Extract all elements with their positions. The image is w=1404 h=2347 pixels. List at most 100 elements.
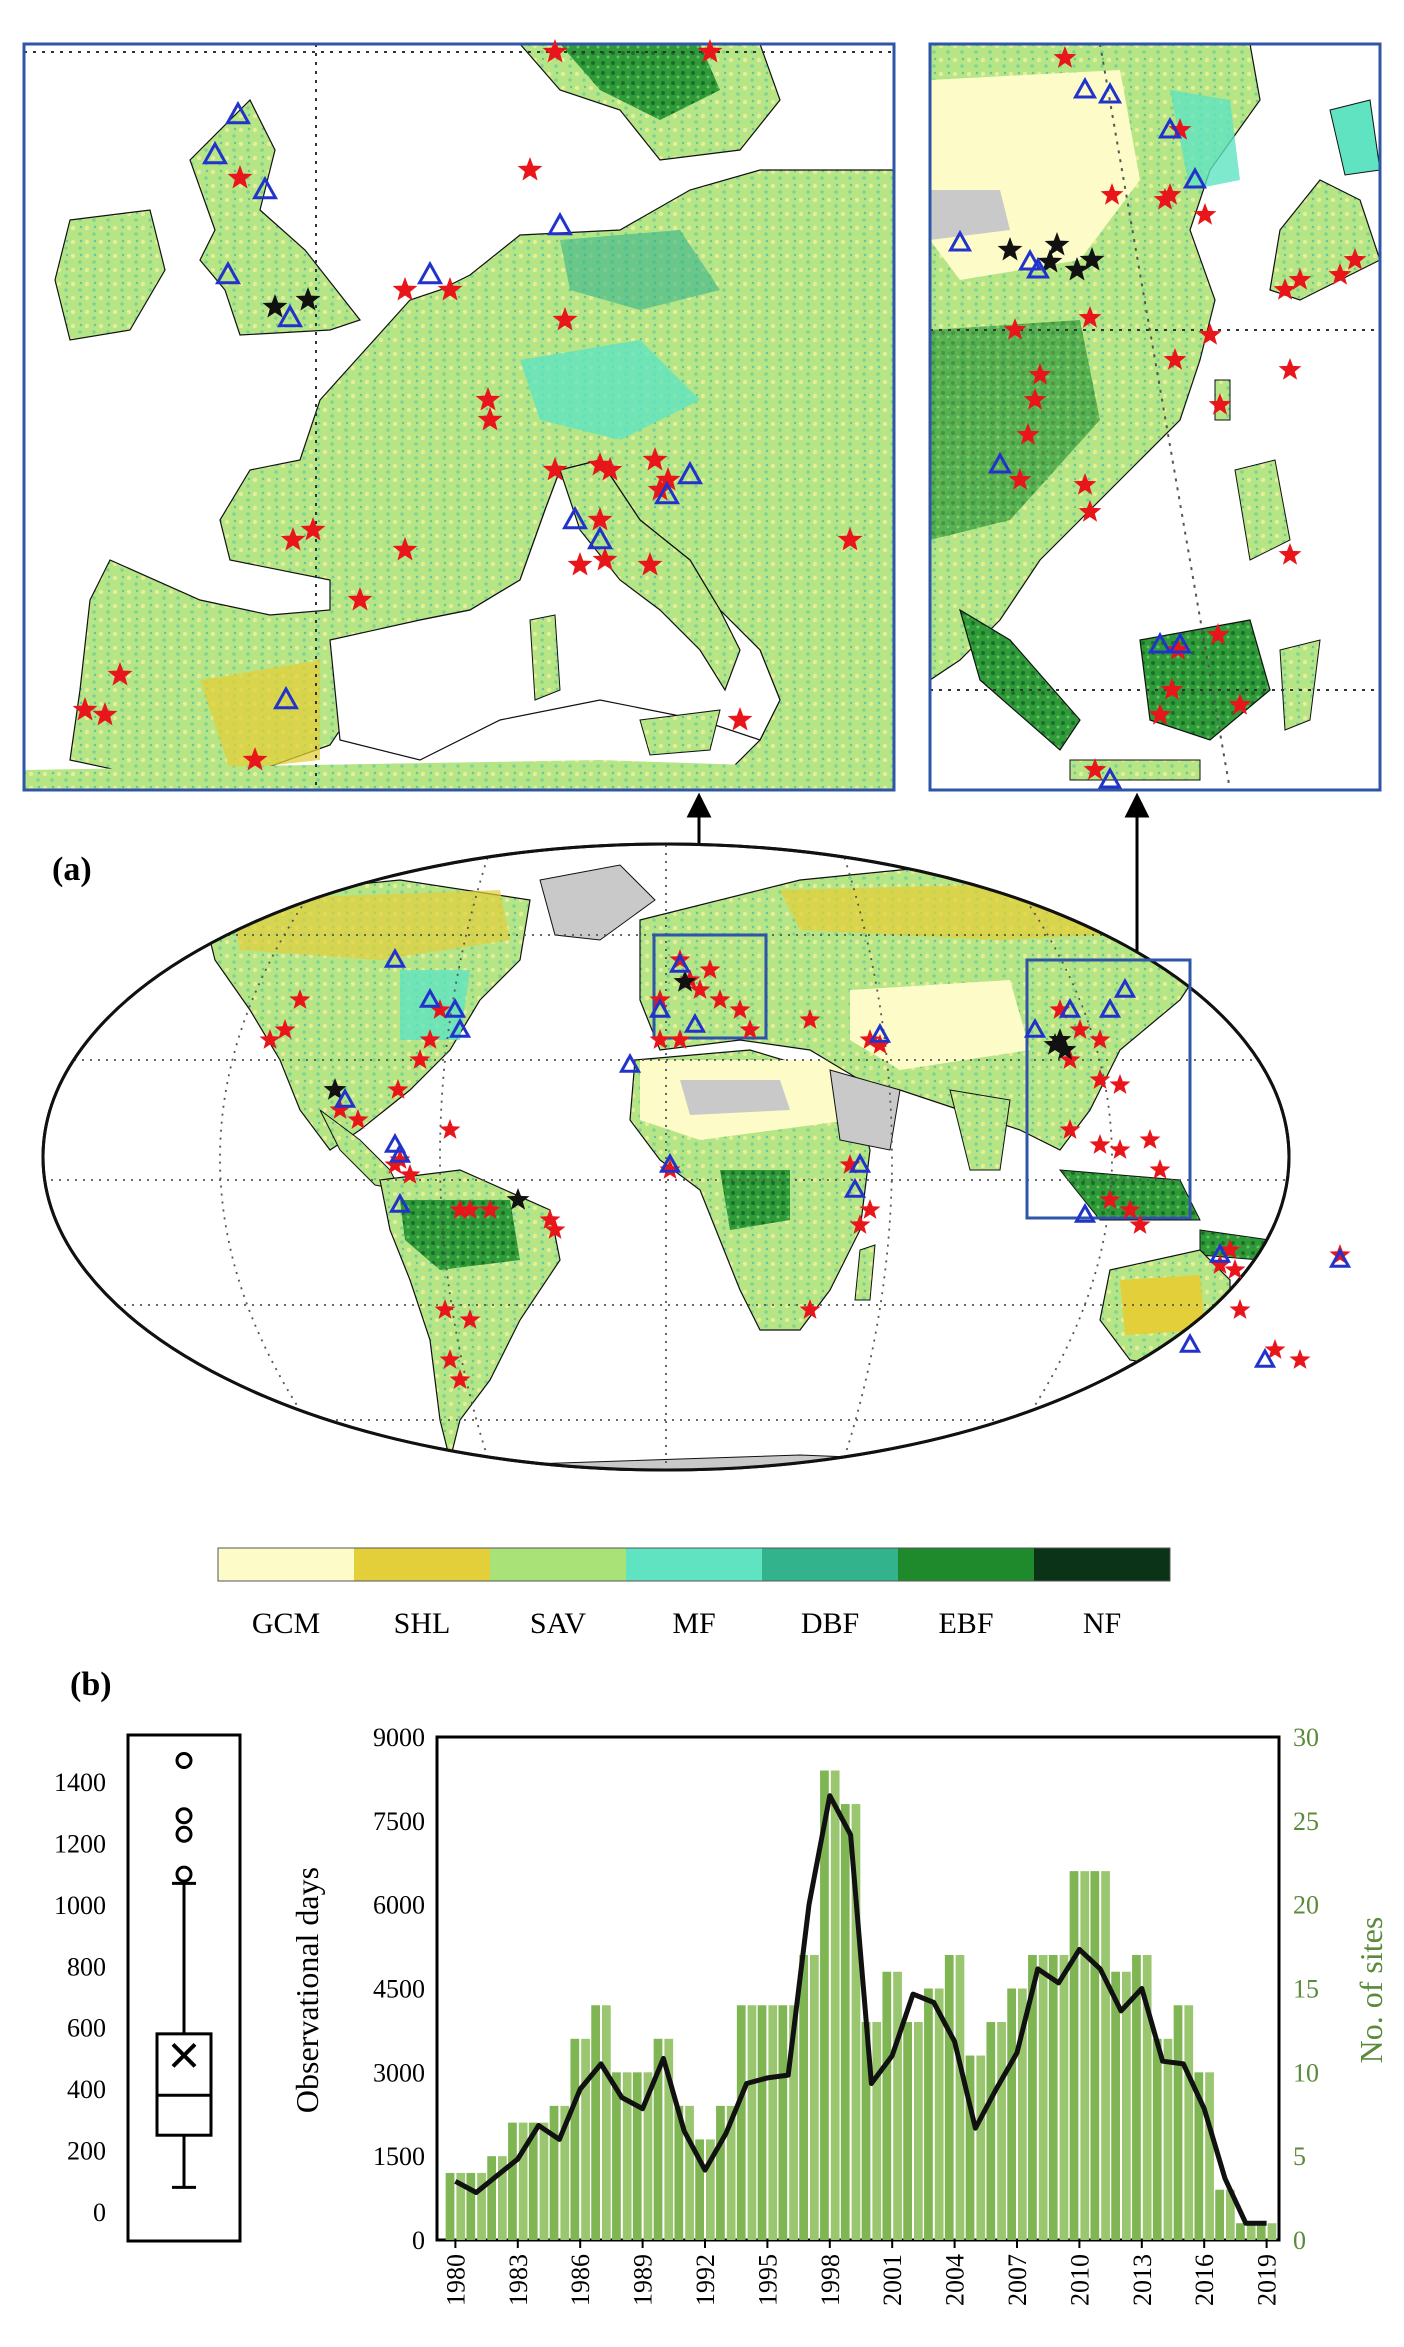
red-star-marker bbox=[1089, 1134, 1111, 1154]
boxplot-tick-label: 800 bbox=[67, 1952, 106, 1981]
boxplot-tick-label: 0 bbox=[93, 2198, 106, 2227]
sites-bar bbox=[1246, 2223, 1256, 2240]
blue-triangle-marker bbox=[676, 460, 704, 485]
y-tick-label: 7500 bbox=[373, 1807, 425, 1836]
boxplot-outlier bbox=[175, 1865, 193, 1883]
y-tick-label: 1500 bbox=[373, 2142, 425, 2171]
red-star-marker bbox=[1139, 1129, 1161, 1149]
ireland bbox=[54, 209, 166, 341]
north-africa-strip bbox=[24, 760, 894, 790]
red-star-marker bbox=[729, 999, 751, 1019]
sites-bar bbox=[903, 2022, 912, 2240]
red-star-marker bbox=[517, 157, 543, 181]
asia-inset bbox=[930, 44, 1380, 790]
red-star-marker bbox=[399, 1164, 421, 1184]
blue-triangle-marker bbox=[658, 1152, 682, 1173]
sites-bar bbox=[976, 2055, 986, 2240]
blue-triangle-marker bbox=[383, 1132, 407, 1153]
red-star-marker bbox=[347, 1109, 369, 1129]
y-tick-label: 3000 bbox=[373, 2058, 425, 2087]
x-tick-label: 1998 bbox=[816, 2254, 845, 2306]
y2-axis-label: No. of sites bbox=[1353, 1917, 1389, 2064]
na-boreal bbox=[230, 890, 510, 960]
sites-bar bbox=[851, 1804, 861, 2240]
blue-triangle-marker bbox=[201, 140, 229, 165]
red-star-marker bbox=[1119, 1199, 1141, 1219]
legend-swatch-gcm bbox=[218, 1548, 354, 1581]
sites-bar bbox=[591, 2005, 600, 2240]
sites-bar bbox=[1101, 1871, 1110, 2240]
blue-triangle-marker bbox=[1113, 977, 1137, 998]
red-star-marker bbox=[1148, 703, 1172, 725]
sardinia bbox=[529, 614, 561, 701]
japan bbox=[1269, 179, 1380, 301]
red-star-marker bbox=[1278, 358, 1302, 380]
red-star-marker bbox=[1343, 248, 1367, 270]
blue-triangle-marker bbox=[214, 260, 242, 285]
se-asia-islands bbox=[1058, 1169, 1201, 1221]
panel-label-b: (b) bbox=[70, 1666, 112, 1703]
sites-bar bbox=[1059, 1954, 1069, 2240]
panel-label-a: (a) bbox=[52, 851, 92, 888]
black-star-marker bbox=[295, 287, 321, 311]
sites-bar bbox=[726, 2105, 736, 2240]
world-asia-box bbox=[1025, 958, 1192, 1220]
sites-bar bbox=[1163, 2038, 1173, 2240]
black-star-marker bbox=[506, 1188, 530, 1210]
legend-label-shl: SHL bbox=[394, 1607, 451, 1640]
red-star-marker bbox=[869, 1034, 891, 1054]
sites-bar bbox=[466, 2172, 476, 2240]
legend-swatch-shl bbox=[354, 1548, 490, 1581]
legend-swatch-mf bbox=[626, 1548, 762, 1581]
sites-bar bbox=[1132, 1954, 1141, 2240]
x-tick-label: 1983 bbox=[504, 2254, 533, 2306]
red-star-marker bbox=[647, 477, 673, 501]
greenland bbox=[539, 864, 656, 941]
madagascar bbox=[854, 1244, 876, 1301]
australia-desert bbox=[1120, 1275, 1205, 1335]
amazon-forest bbox=[400, 1200, 520, 1270]
red-star-marker bbox=[739, 1019, 761, 1039]
legend-label-ebf: EBF bbox=[938, 1607, 993, 1640]
red-star-marker bbox=[1288, 268, 1312, 290]
red-star-marker bbox=[1149, 1159, 1171, 1179]
blue-triangle-marker bbox=[272, 685, 300, 710]
red-star-marker bbox=[1003, 318, 1027, 340]
blue-triangle-marker bbox=[1208, 1242, 1232, 1263]
blue-triangle-marker bbox=[546, 211, 574, 236]
red-star-marker bbox=[459, 1199, 481, 1219]
black-star-marker bbox=[1079, 247, 1105, 271]
x-tick-label: 1995 bbox=[753, 2254, 782, 2306]
x-tick-label: 2010 bbox=[1065, 2254, 1094, 2306]
red-star-marker bbox=[587, 507, 613, 531]
red-star-marker bbox=[280, 527, 306, 551]
sites-bar bbox=[1048, 1954, 1058, 2240]
scandinavia-forest bbox=[560, 44, 720, 120]
boxplot-outlier bbox=[175, 1752, 193, 1769]
legend-swatch-ebf bbox=[898, 1548, 1034, 1581]
red-star-marker bbox=[1059, 1049, 1081, 1069]
asia-inset-frame bbox=[928, 42, 1382, 792]
world-map bbox=[41, 842, 1291, 1472]
sumatra bbox=[959, 608, 1081, 751]
red-star-marker bbox=[387, 1079, 409, 1099]
blue-triangle-marker bbox=[1097, 81, 1123, 104]
legend-label-sav: SAV bbox=[530, 1607, 586, 1640]
red-star-marker bbox=[697, 39, 723, 63]
sites-bar bbox=[944, 1954, 954, 2240]
sites-bar bbox=[799, 1954, 808, 2240]
legend-label-mf: MF bbox=[672, 1607, 715, 1640]
alps-forest bbox=[520, 340, 700, 440]
blue-triangle-marker bbox=[683, 1012, 707, 1033]
red-star-marker bbox=[1163, 348, 1187, 370]
red-star-marker bbox=[1209, 1254, 1231, 1274]
boxplot-tick-label: 1000 bbox=[54, 1891, 106, 1920]
sites-bar bbox=[934, 1988, 944, 2240]
red-star-marker bbox=[637, 552, 663, 576]
sites-bar bbox=[1080, 1871, 1090, 2240]
red-star-marker bbox=[649, 1029, 671, 1049]
red-star-marker bbox=[669, 1029, 691, 1049]
sites-bar bbox=[487, 2156, 496, 2240]
y-tick-label: 6000 bbox=[373, 1891, 425, 1920]
sites-bar bbox=[581, 2038, 590, 2240]
